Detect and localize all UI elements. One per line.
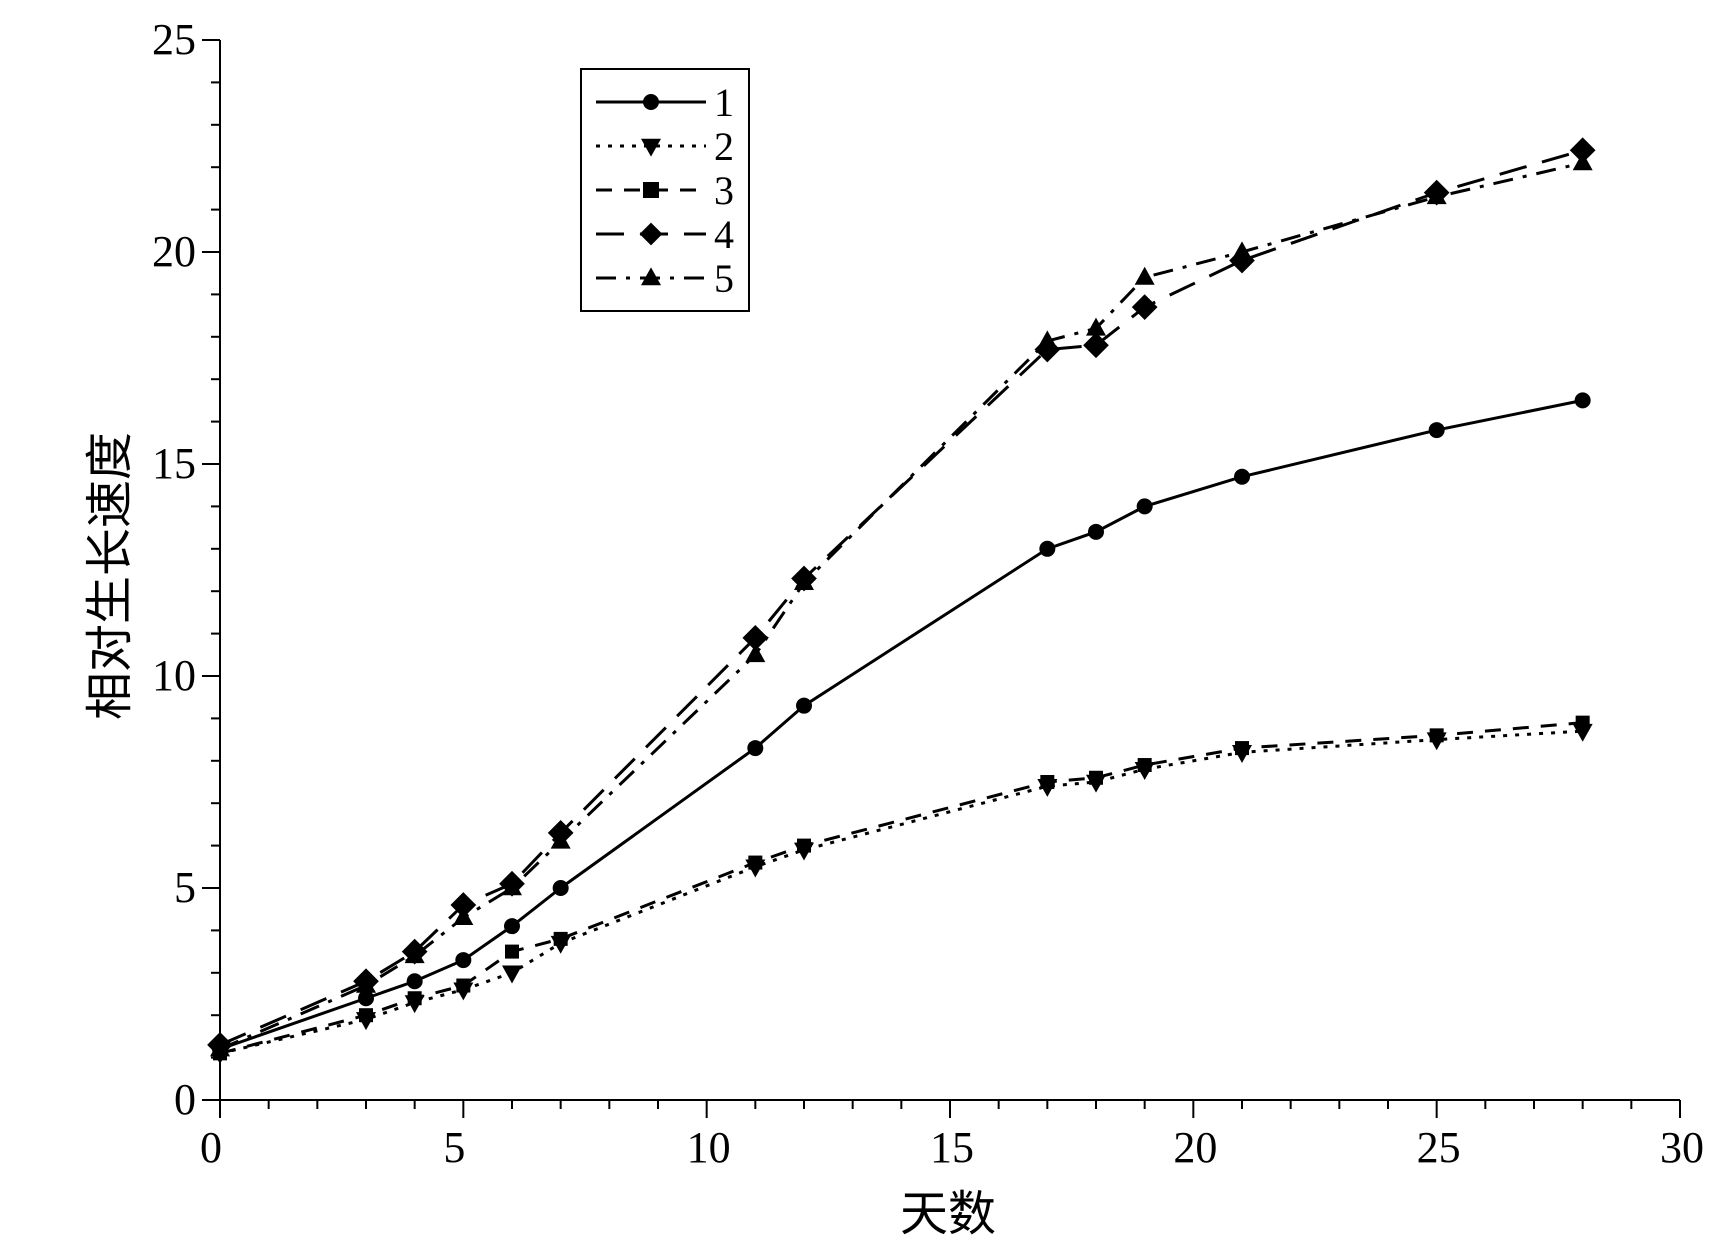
legend-swatch <box>596 82 706 122</box>
marker-square <box>1235 741 1249 755</box>
legend-label: 3 <box>714 167 734 214</box>
x-tick-label: 0 <box>200 1122 222 1173</box>
legend-marker <box>641 139 661 157</box>
marker-circle <box>407 973 423 989</box>
x-tick-label: 15 <box>930 1122 974 1173</box>
marker-circle <box>1429 422 1445 438</box>
y-tick-label: 20 <box>152 226 196 277</box>
x-tick-label: 30 <box>1660 1122 1704 1173</box>
y-tick-label: 15 <box>152 438 196 489</box>
x-tick-label: 20 <box>1173 1122 1217 1173</box>
marker-square <box>505 945 519 959</box>
marker-triangle-up <box>1135 267 1155 285</box>
marker-circle <box>1039 541 1055 557</box>
series-line-s2 <box>220 731 1583 1053</box>
marker-square <box>408 991 422 1005</box>
legend-label: 4 <box>714 211 734 258</box>
y-tick-label: 10 <box>152 650 196 701</box>
legend-row: 5 <box>596 256 734 300</box>
marker-circle <box>796 698 812 714</box>
marker-square <box>748 856 762 870</box>
marker-square <box>1040 775 1054 789</box>
series-line-s4 <box>220 150 1583 1045</box>
y-tick-label: 5 <box>174 862 196 913</box>
marker-circle <box>1234 469 1250 485</box>
legend-marker <box>641 267 661 285</box>
legend-row: 1 <box>596 80 734 124</box>
y-tick-label: 0 <box>174 1074 196 1125</box>
x-axis-label: 天数 <box>900 1174 996 1244</box>
marker-circle <box>553 880 569 896</box>
chart-container: 相对生长速度 天数 12345 0510152025300510152025 <box>0 0 1722 1231</box>
legend-label: 1 <box>714 79 734 126</box>
legend: 12345 <box>580 68 750 312</box>
legend-swatch <box>596 170 706 210</box>
series-line-s5 <box>220 163 1583 1049</box>
legend-swatch <box>596 258 706 298</box>
marker-square <box>1576 716 1590 730</box>
legend-swatch <box>596 214 706 254</box>
legend-marker <box>643 94 659 110</box>
marker-diamond <box>1132 294 1158 320</box>
x-tick-label: 5 <box>443 1122 465 1173</box>
marker-square <box>554 932 568 946</box>
y-axis-label: 相对生长速度 <box>70 432 140 720</box>
marker-circle <box>1575 392 1591 408</box>
marker-square <box>1089 771 1103 785</box>
marker-circle <box>1088 524 1104 540</box>
marker-square <box>359 1008 373 1022</box>
marker-circle <box>504 918 520 934</box>
marker-diamond <box>1083 332 1109 358</box>
marker-square <box>1138 758 1152 772</box>
y-tick-label: 25 <box>152 14 196 65</box>
series-line-s3 <box>220 723 1583 1054</box>
marker-square <box>797 839 811 853</box>
x-tick-label: 25 <box>1417 1122 1461 1173</box>
marker-square <box>1430 728 1444 742</box>
x-tick-label: 10 <box>687 1122 731 1173</box>
legend-label: 2 <box>714 123 734 170</box>
chart-svg <box>0 0 1722 1231</box>
marker-circle <box>455 952 471 968</box>
legend-swatch <box>596 126 706 166</box>
legend-marker <box>643 182 659 198</box>
marker-circle <box>1137 498 1153 514</box>
marker-triangle-down <box>502 966 522 984</box>
legend-label: 5 <box>714 255 734 302</box>
legend-row: 4 <box>596 212 734 256</box>
legend-marker <box>640 223 663 246</box>
legend-row: 3 <box>596 168 734 212</box>
marker-square <box>456 979 470 993</box>
legend-row: 2 <box>596 124 734 168</box>
marker-circle <box>747 740 763 756</box>
